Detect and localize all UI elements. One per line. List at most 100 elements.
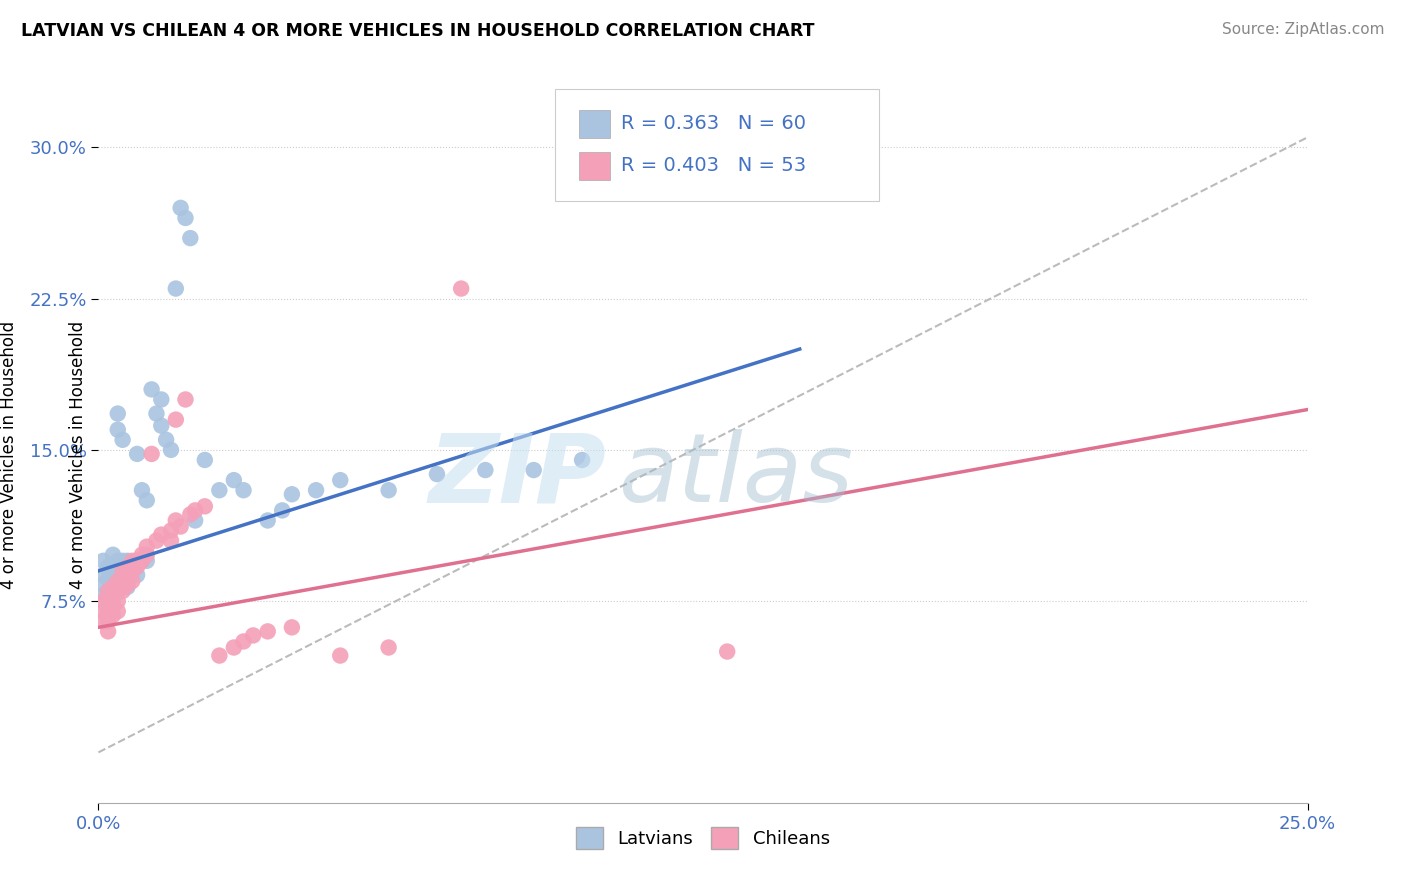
Point — [150, 392, 173, 407]
Text: ZIP: ZIP — [429, 429, 606, 523]
Point — [117, 559, 139, 574]
Point — [131, 554, 153, 568]
Point — [117, 568, 139, 582]
Point — [208, 648, 231, 663]
Point — [107, 594, 129, 608]
Point — [97, 594, 120, 608]
Text: Source: ZipAtlas.com: Source: ZipAtlas.com — [1222, 22, 1385, 37]
Point — [127, 568, 149, 582]
Point — [101, 548, 124, 562]
Point — [117, 580, 139, 594]
Point — [141, 383, 163, 397]
Point — [523, 463, 546, 477]
Point — [117, 554, 139, 568]
Point — [281, 620, 304, 634]
Point — [150, 527, 173, 541]
Point — [329, 473, 352, 487]
Point — [184, 503, 207, 517]
Point — [377, 640, 399, 655]
Point — [101, 588, 124, 602]
Text: R = 0.363   N = 60: R = 0.363 N = 60 — [621, 113, 807, 133]
Point — [91, 615, 114, 629]
Text: LATVIAN VS CHILEAN 4 OR MORE VEHICLES IN HOUSEHOLD CORRELATION CHART: LATVIAN VS CHILEAN 4 OR MORE VEHICLES IN… — [21, 22, 814, 40]
Point — [127, 447, 149, 461]
Point — [107, 584, 129, 599]
Point — [97, 615, 120, 629]
Point — [91, 568, 114, 582]
Point — [127, 554, 149, 568]
Point — [97, 584, 120, 599]
Point — [160, 442, 183, 457]
Point — [179, 231, 201, 245]
Point — [135, 554, 157, 568]
Y-axis label: 4 or more Vehicles in Household: 4 or more Vehicles in Household — [0, 321, 18, 589]
Point — [377, 483, 399, 498]
Point — [127, 559, 149, 574]
Point — [97, 604, 120, 618]
Point — [117, 578, 139, 592]
Point — [107, 423, 129, 437]
Point — [256, 513, 278, 527]
Point — [111, 584, 134, 599]
Point — [450, 281, 472, 295]
Point — [111, 554, 134, 568]
Point — [97, 584, 120, 599]
Point — [117, 568, 139, 582]
Point — [101, 598, 124, 612]
Point — [222, 640, 245, 655]
Point — [107, 574, 129, 588]
Point — [101, 592, 124, 607]
Point — [141, 447, 163, 461]
Point — [145, 533, 167, 548]
Point — [107, 604, 129, 618]
Point — [194, 500, 217, 514]
Point — [571, 453, 593, 467]
Legend: Latvians, Chileans: Latvians, Chileans — [569, 820, 837, 856]
Point — [131, 548, 153, 562]
Point — [91, 554, 114, 568]
Point — [155, 433, 177, 447]
Point — [145, 407, 167, 421]
Point — [169, 519, 191, 533]
Point — [281, 487, 304, 501]
Point — [121, 574, 143, 588]
Point — [160, 524, 183, 538]
Point — [194, 453, 217, 467]
Point — [121, 564, 143, 578]
Point — [97, 600, 120, 615]
Point — [97, 608, 120, 623]
Point — [107, 580, 129, 594]
Point — [716, 644, 738, 658]
Point — [111, 574, 134, 588]
Point — [91, 594, 114, 608]
Point — [101, 574, 124, 588]
Point — [165, 513, 187, 527]
Point — [232, 634, 254, 648]
Point — [127, 554, 149, 568]
Point — [165, 412, 187, 426]
Point — [101, 580, 124, 594]
Y-axis label: 4 or more Vehicles in Household: 4 or more Vehicles in Household — [69, 321, 87, 589]
Point — [101, 564, 124, 578]
Point — [111, 433, 134, 447]
Point — [232, 483, 254, 498]
Point — [135, 540, 157, 554]
Point — [107, 554, 129, 568]
Point — [208, 483, 231, 498]
Text: atlas: atlas — [619, 429, 853, 523]
Point — [131, 554, 153, 568]
Point — [91, 604, 114, 618]
Point — [426, 467, 449, 481]
Point — [97, 624, 120, 639]
Point — [97, 572, 120, 586]
Point — [150, 418, 173, 433]
Point — [101, 584, 124, 599]
Point — [174, 392, 197, 407]
Point — [121, 554, 143, 568]
Point — [97, 594, 120, 608]
Point — [135, 493, 157, 508]
Point — [121, 564, 143, 578]
Point — [111, 564, 134, 578]
Point — [184, 513, 207, 527]
Point — [242, 628, 264, 642]
